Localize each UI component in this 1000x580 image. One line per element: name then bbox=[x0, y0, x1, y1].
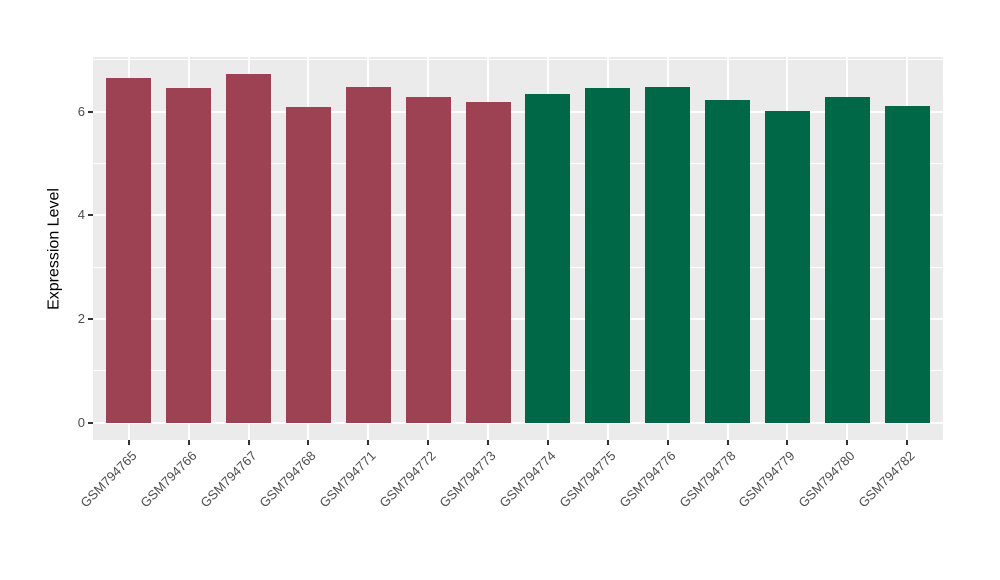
x-tick-mark-GSM794771 bbox=[367, 440, 370, 445]
x-tick-mark-GSM794774 bbox=[546, 440, 549, 445]
x-tick-label-text: GSM794782 bbox=[855, 448, 918, 511]
x-tick-label-text: GSM794779 bbox=[735, 448, 798, 511]
gridline-y-major-4 bbox=[93, 214, 943, 217]
bar-GSM794771 bbox=[345, 86, 391, 423]
bar-GSM794782 bbox=[884, 105, 930, 423]
y-tick-mark-6 bbox=[88, 110, 93, 113]
gridline-y-minor-3 bbox=[93, 266, 943, 268]
y-tick-label-0: 0 bbox=[77, 414, 85, 430]
x-tick-mark-GSM794775 bbox=[606, 440, 609, 445]
bar-GSM794780 bbox=[824, 97, 870, 423]
x-tick-label-text: GSM794780 bbox=[795, 448, 858, 511]
bar-GSM794779 bbox=[764, 110, 810, 423]
x-tick-label-text: GSM794773 bbox=[436, 448, 499, 511]
bar-GSM794768 bbox=[285, 107, 331, 423]
bar-GSM794766 bbox=[166, 87, 212, 423]
x-tick-mark-GSM794780 bbox=[846, 440, 849, 445]
x-tick-mark-GSM794768 bbox=[307, 440, 310, 445]
x-tick-label-text: GSM794766 bbox=[137, 448, 200, 511]
x-tick-label-text: GSM794765 bbox=[77, 448, 140, 511]
x-tick-label-text: GSM794771 bbox=[316, 448, 379, 511]
x-tick-label-text: GSM794768 bbox=[256, 448, 320, 511]
x-tick-mark-GSM794765 bbox=[127, 440, 130, 445]
bar-GSM794765 bbox=[106, 77, 152, 423]
bar-GSM794767 bbox=[226, 73, 272, 423]
x-tick-mark-GSM794766 bbox=[187, 440, 190, 445]
bar-GSM794775 bbox=[585, 88, 631, 423]
x-tick-label-text: GSM794775 bbox=[556, 448, 619, 511]
gridline-y-minor-5 bbox=[93, 163, 943, 165]
gridline-y-minor-7 bbox=[93, 59, 943, 61]
x-tick-mark-GSM794773 bbox=[487, 440, 490, 445]
bar-GSM794774 bbox=[525, 94, 571, 423]
gridline-y-minor-1 bbox=[93, 370, 943, 372]
x-tick-label-text: GSM794767 bbox=[197, 448, 260, 511]
y-tick-label-4: 4 bbox=[77, 207, 85, 223]
x-tick-label-text: GSM794776 bbox=[616, 448, 679, 511]
x-tick-label-text: GSM794772 bbox=[376, 448, 439, 511]
x-tick-mark-GSM794779 bbox=[786, 440, 789, 445]
y-tick-mark-0 bbox=[88, 421, 93, 424]
y-tick-mark-2 bbox=[88, 318, 93, 321]
bar-GSM794773 bbox=[465, 101, 511, 423]
gridline-y-major-6 bbox=[93, 110, 943, 113]
gridline-y-major-2 bbox=[93, 318, 943, 321]
x-tick-mark-GSM794776 bbox=[666, 440, 669, 445]
bar-GSM794778 bbox=[705, 99, 750, 423]
bar-GSM794772 bbox=[405, 97, 451, 423]
x-tick-mark-GSM794778 bbox=[726, 440, 729, 445]
y-tick-label-2: 2 bbox=[77, 311, 85, 327]
x-tick-label-text: GSM794774 bbox=[496, 448, 559, 511]
y-tick-label-6: 6 bbox=[77, 103, 85, 119]
x-tick-label-text: GSM794778 bbox=[675, 448, 739, 511]
x-tick-mark-GSM794782 bbox=[906, 440, 909, 445]
x-tick-mark-GSM794767 bbox=[247, 440, 250, 445]
x-tick-mark-GSM794772 bbox=[427, 440, 430, 445]
y-tick-mark-4 bbox=[88, 214, 93, 217]
gridline-y-major-0 bbox=[93, 421, 943, 424]
bar-GSM794776 bbox=[645, 87, 691, 423]
plot-panel bbox=[93, 57, 943, 440]
